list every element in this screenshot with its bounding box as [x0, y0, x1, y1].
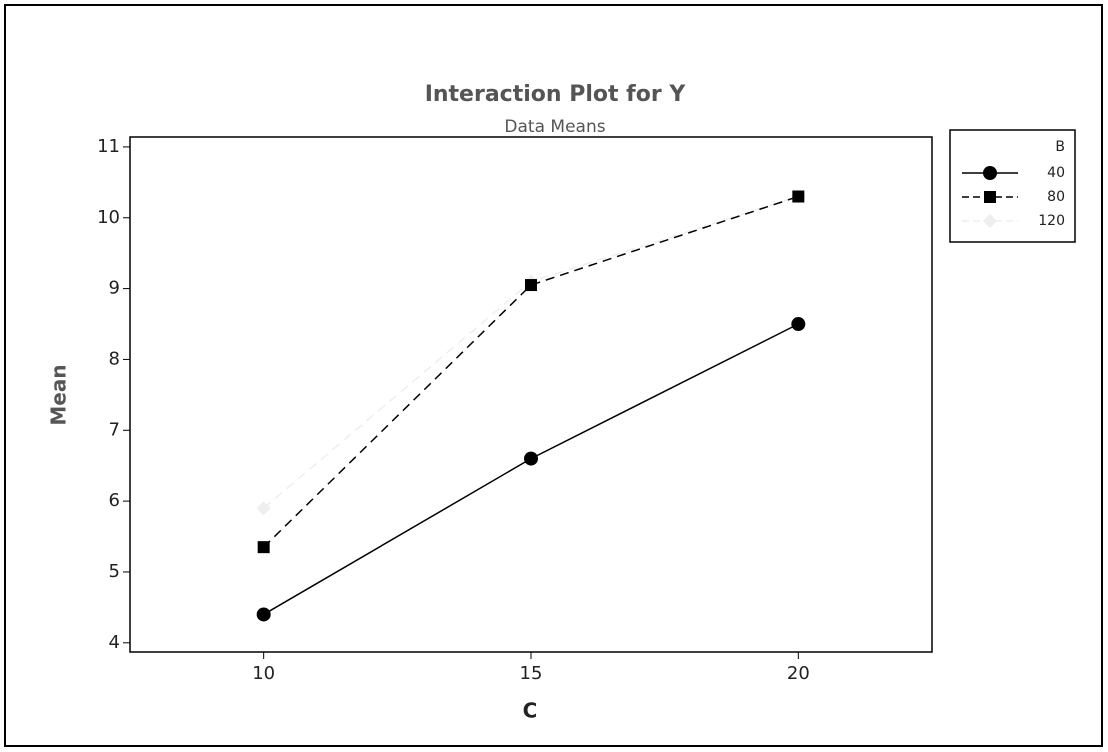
legend-marker: [983, 166, 997, 180]
legend-label: 80: [1047, 189, 1065, 205]
chart: Interaction Plot for Y Data Means Mean C…: [0, 0, 1108, 752]
x-tick-label: 20: [787, 663, 810, 684]
y-tick-label: 10: [97, 207, 120, 228]
y-tick-label: 6: [109, 490, 120, 511]
point: [257, 607, 271, 621]
point: [525, 279, 537, 291]
point: [792, 191, 804, 203]
point: [791, 317, 805, 331]
point: [258, 541, 270, 553]
x-axis-label: C: [523, 699, 538, 723]
legend-label: 40: [1047, 165, 1065, 181]
y-tick-label: 5: [109, 561, 120, 582]
y-tick-label: 4: [109, 632, 120, 653]
y-axis-label: Mean: [47, 364, 71, 425]
legend-title: B: [1055, 139, 1065, 155]
y-tick-label: 7: [109, 419, 120, 440]
legend-marker: [984, 191, 996, 203]
chart-subtitle: Data Means: [504, 117, 605, 137]
point: [524, 452, 538, 466]
y-tick-label: 8: [109, 348, 120, 369]
chart-title: Interaction Plot for Y: [425, 82, 687, 107]
x-tick-label: 10: [252, 663, 275, 684]
legend-label: 120: [1038, 213, 1065, 229]
y-tick-label: 9: [109, 278, 120, 299]
y-tick-label: 11: [97, 136, 120, 157]
x-tick-label: 15: [520, 663, 543, 684]
